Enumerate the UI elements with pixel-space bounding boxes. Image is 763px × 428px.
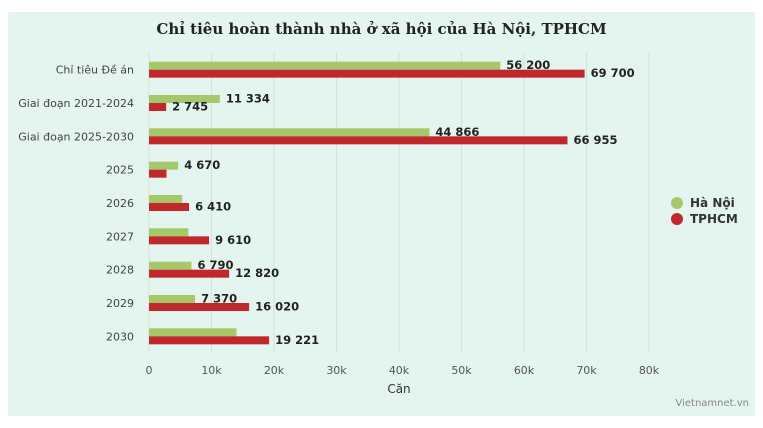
bar-ha-noi[interactable] — [149, 95, 220, 103]
data-label: 6 790 — [197, 258, 233, 272]
category-label: Giai đoạn 2025-2030 — [18, 130, 134, 143]
legend[interactable]: Hà Nội TPHCM — [671, 196, 738, 226]
data-label: 6 410 — [195, 200, 231, 214]
x-axis-label: Căn — [387, 382, 410, 396]
category-label: Chỉ tiêu Đề án — [56, 64, 134, 77]
bar-tphcm[interactable] — [149, 336, 270, 345]
x-tick-label: 20k — [264, 364, 285, 377]
x-tick-label: 80k — [639, 364, 660, 377]
bar-tphcm[interactable] — [149, 69, 585, 78]
bar-tphcm[interactable] — [149, 203, 190, 211]
category-label: 2029 — [106, 297, 134, 310]
legend-label[interactable]: Hà Nội — [690, 196, 735, 210]
bar-ha-noi[interactable] — [149, 61, 501, 70]
bar-ha-noi[interactable] — [149, 261, 192, 270]
data-label: 7 370 — [201, 292, 237, 306]
data-label: 66 955 — [573, 133, 617, 147]
x-tick-label: 70k — [576, 364, 597, 377]
x-tick-label: 10k — [201, 364, 222, 377]
chart-title: Chỉ tiêu hoàn thành nhà ở xã hội của Hà … — [156, 20, 607, 38]
bar-ha-noi[interactable] — [149, 161, 179, 170]
category-label: 2028 — [106, 264, 134, 277]
bar-tphcm[interactable] — [149, 136, 568, 145]
category-label: 2030 — [106, 330, 134, 343]
x-tick-labels: 0 10k 20k 30k 40k 50k 60k 70k 80k — [146, 364, 660, 377]
bar-tphcm[interactable] — [149, 103, 167, 111]
data-label: 69 700 — [591, 66, 635, 80]
data-label: 9 610 — [215, 233, 251, 247]
x-tick-label: 0 — [146, 364, 153, 377]
x-tick-label: 50k — [451, 364, 472, 377]
data-label: 11 334 — [226, 92, 270, 106]
data-label: 19 221 — [275, 333, 319, 347]
category-labels: Chỉ tiêu Đề án Giai đoạn 2021-2024 Giai đo… — [18, 64, 134, 344]
bar-ha-noi[interactable] — [149, 195, 183, 203]
bars: 56 200 69 700 11 334 2 745 44 866 66 955 4 670… — [149, 58, 635, 347]
category-label: Giai đoạn 2021-2024 — [18, 97, 134, 110]
data-label: 2 745 — [172, 100, 208, 114]
x-tick-label: 30k — [326, 364, 347, 377]
x-tick-label: 40k — [389, 364, 410, 377]
bar-tphcm[interactable] — [149, 169, 167, 178]
bar-ha-noi[interactable] — [149, 128, 430, 137]
data-label: 12 820 — [235, 266, 279, 280]
chart-card — [8, 12, 755, 416]
bar-ha-noi[interactable] — [149, 228, 189, 237]
legend-marker — [671, 197, 683, 209]
legend-label[interactable]: TPHCM — [690, 212, 738, 226]
data-label: 16 020 — [255, 300, 299, 314]
bar-tphcm[interactable] — [149, 303, 250, 311]
bar-ha-noi[interactable] — [149, 328, 237, 337]
x-tick-label: 60k — [514, 364, 535, 377]
source-credit: Vietnamnet.vn — [675, 398, 749, 409]
data-label: 4 670 — [184, 158, 220, 172]
bar-ha-noi[interactable] — [149, 295, 196, 303]
category-label: 2026 — [106, 197, 134, 210]
bar-tphcm[interactable] — [149, 236, 210, 245]
bar-tphcm[interactable] — [149, 269, 230, 278]
category-label: 2027 — [106, 230, 134, 243]
legend-marker — [671, 213, 683, 225]
data-label: 56 200 — [506, 58, 550, 72]
data-label: 44 866 — [435, 125, 479, 139]
category-label: 2025 — [106, 164, 134, 177]
